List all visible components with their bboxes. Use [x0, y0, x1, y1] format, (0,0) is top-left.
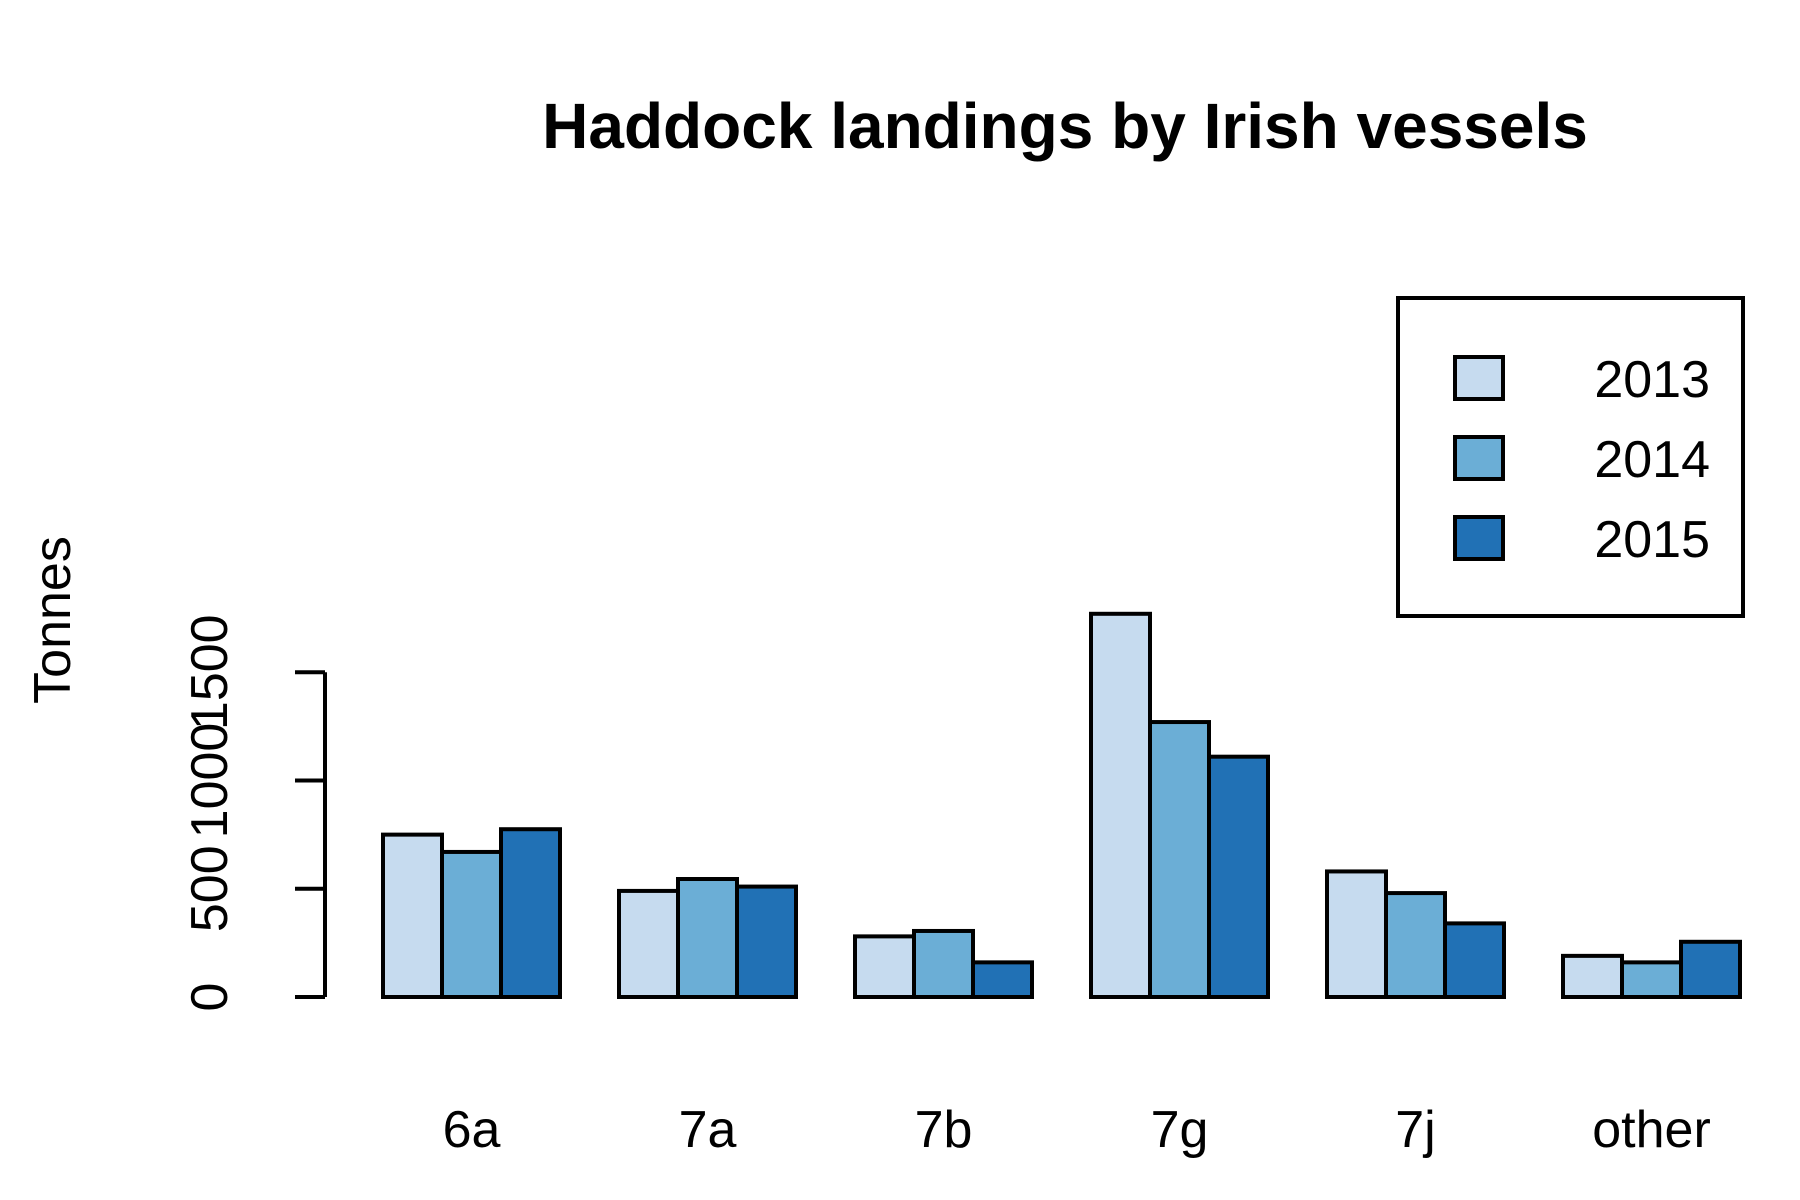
bar [1325, 869, 1388, 999]
bar [1207, 754, 1270, 999]
y-tick-label: 500 [181, 845, 239, 932]
bar [735, 884, 798, 1000]
legend-swatch [1453, 515, 1505, 561]
x-category-label: other [1592, 1101, 1711, 1159]
y-tick-label: 1500 [181, 614, 239, 730]
x-category-label: 7a [679, 1101, 737, 1159]
bar [1089, 611, 1152, 999]
y-tick-label: 1000 [181, 723, 239, 839]
y-tick-label: 0 [181, 983, 239, 1012]
bar [1384, 891, 1447, 1000]
bar [1561, 953, 1624, 999]
x-category-label: 6a [443, 1101, 501, 1159]
bar [1443, 921, 1506, 1000]
bar [381, 832, 444, 999]
bars-group [381, 611, 1742, 1000]
bar [1620, 960, 1683, 999]
x-category-label: 7b [915, 1101, 973, 1159]
bar [499, 827, 562, 1000]
legend-swatch [1453, 435, 1505, 481]
legend: 2013 2014 2015 [1396, 296, 1745, 618]
category-labels: 6a 7a 7b 7g 7j other [443, 1101, 1711, 1159]
bar [1679, 939, 1742, 999]
bar [676, 877, 739, 1000]
legend-label: 2015 [1594, 511, 1710, 569]
bar [440, 849, 503, 999]
legend-label: 2014 [1594, 431, 1710, 489]
chart-title: Haddock landings by Irish vessels [542, 90, 1588, 162]
bar [971, 960, 1034, 999]
x-category-label: 7j [1395, 1101, 1435, 1159]
bar [1148, 720, 1211, 999]
x-category-label: 7g [1151, 1101, 1209, 1159]
bar [912, 928, 975, 1000]
bar [617, 888, 680, 999]
y-axis-label: Tonnes [24, 536, 82, 704]
legend-swatch [1453, 355, 1505, 401]
legend-label: 2013 [1594, 351, 1710, 409]
bar [853, 934, 916, 1000]
